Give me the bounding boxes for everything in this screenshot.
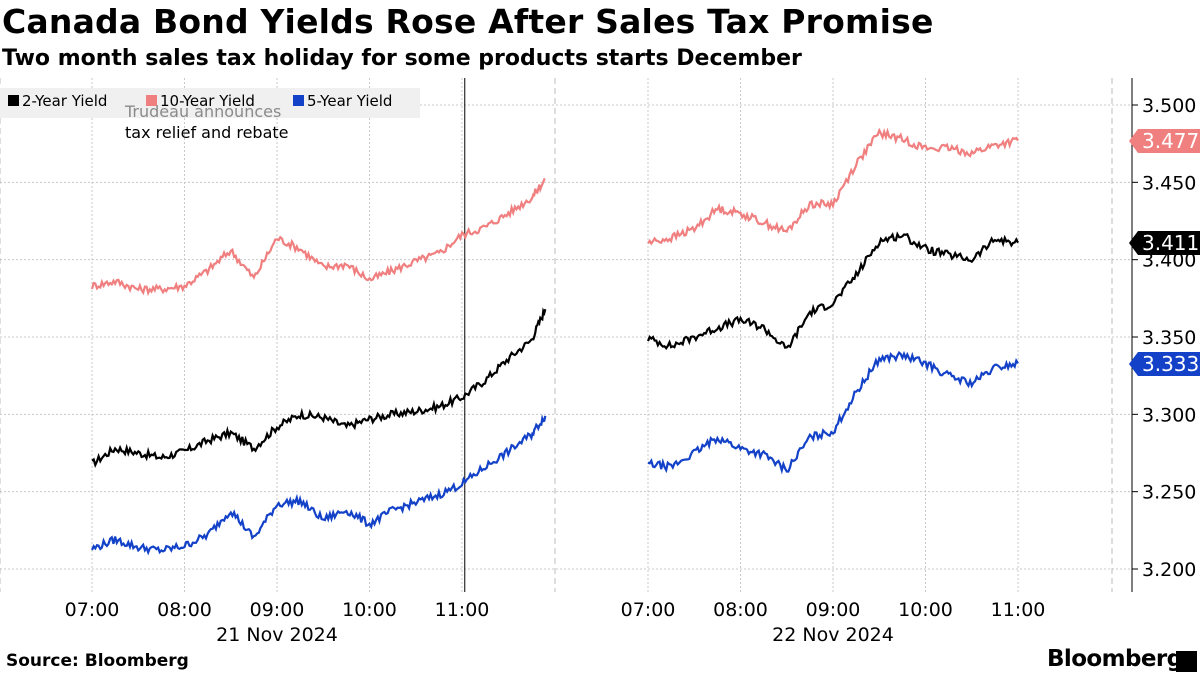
y-tick-label: 3.500: [1142, 95, 1196, 117]
y-tick-label: 3.400: [1142, 250, 1196, 272]
source-note: Source: Bloomberg: [6, 651, 189, 671]
series-line-2-year-yield-day1: [91, 307, 547, 468]
legend-swatch-5-year: [293, 95, 304, 106]
series-line-5-year-yield-day1: [91, 414, 547, 556]
y-tick-label: 3.250: [1142, 482, 1196, 504]
legend-swatch-10-year: [146, 95, 157, 106]
legend-label-10-year: 10-Year Yield: [160, 92, 255, 110]
x-tick-label: 08:00: [157, 599, 212, 621]
event-annotation: Trudeau announces tax relief and rebate: [125, 101, 289, 143]
x-tick-label: 10:00: [898, 599, 953, 621]
chart-legend: 2-Year Yield 10-Year Yield 5-Year Yield: [0, 88, 420, 118]
series-line-10-year-yield-day1: [90, 178, 546, 297]
brand-logo: Bloomberg: [1047, 646, 1183, 672]
series-line-5-year-yield-day2: [647, 350, 1019, 475]
x-tick-label: 11:00: [991, 599, 1046, 621]
y-tick-label: 3.300: [1142, 404, 1196, 426]
chart-subtitle: Two month sales tax holiday for some pro…: [2, 46, 802, 71]
brand-mark-icon: [1176, 651, 1197, 672]
x-tick-label: 11:00: [435, 599, 490, 621]
annotation-line-1: Trudeau announces: [125, 102, 282, 121]
legend-item-10-year: 10-Year Yield: [146, 92, 255, 110]
x-tick-label: 08:00: [713, 599, 768, 621]
last-value-tag-2-year: 3.411: [1129, 231, 1200, 255]
legend-swatch-2-year: [8, 95, 19, 106]
legend-label-5-year: 5-Year Yield: [307, 92, 393, 110]
chart-title: Canada Bond Yields Rose After Sales Tax …: [2, 2, 934, 41]
series-line-10-year-yield-day2: [647, 127, 1019, 246]
last-value-tag-5-year: 3.333: [1129, 352, 1200, 376]
x-tick-label: 09:00: [250, 599, 305, 621]
y-tick-label: 3.350: [1142, 327, 1196, 349]
y-tick-label: 3.450: [1142, 172, 1196, 194]
x-tick-label: 09:00: [806, 599, 861, 621]
legend-label-2-year: 2-Year Yield: [22, 92, 108, 110]
x-tick-label: 07:00: [621, 599, 676, 621]
last-value-tag-10-year: 3.477: [1129, 129, 1200, 153]
series-line-2-year-yield-day2: [646, 231, 1019, 350]
annotation-line-2: tax relief and rebate: [125, 123, 289, 142]
legend-item-5-year: 5-Year Yield: [293, 92, 392, 110]
y-tick-label: 3.200: [1142, 559, 1196, 581]
x-tick-label: 07:00: [65, 599, 120, 621]
x-tick-label: 10:00: [342, 599, 397, 621]
x-date-label: 22 Nov 2024: [772, 624, 894, 646]
legend-item-2-year: 2-Year Yield: [8, 92, 107, 110]
x-date-label: 21 Nov 2024: [216, 624, 338, 646]
